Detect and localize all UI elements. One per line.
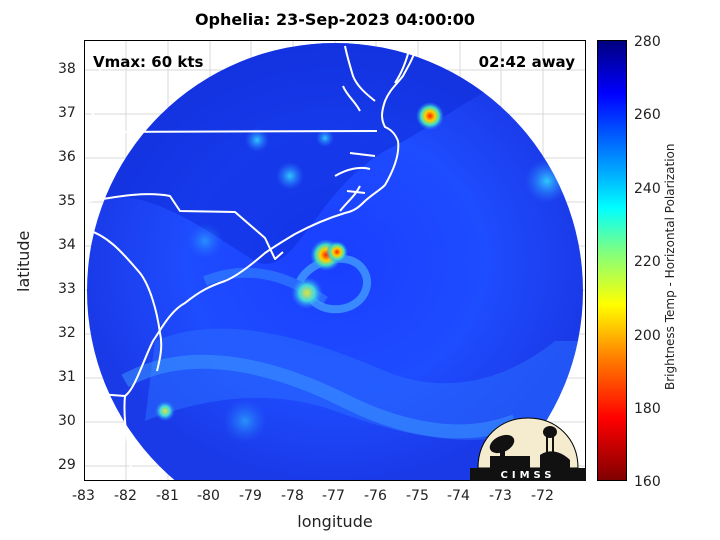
colorbar-tick-180: 180	[634, 401, 661, 417]
ytick-30: 30	[58, 413, 76, 429]
xtick--74: -74	[447, 488, 470, 504]
microwave-swath	[87, 43, 583, 480]
colorbar-tick-160: 160	[634, 474, 661, 490]
xtick--73: -73	[489, 488, 512, 504]
time-away-label: 02:42 away	[478, 53, 575, 71]
plot-title: Ophelia: 23-Sep-2023 04:00:00	[194, 10, 476, 29]
y-axis-label: latitude	[14, 230, 33, 292]
xtick--76: -76	[364, 488, 387, 504]
x-axis-label: longitude	[297, 512, 373, 531]
cimss-logo: CIMSS	[470, 410, 586, 481]
ytick-37: 37	[58, 105, 76, 121]
ytick-31: 31	[58, 369, 76, 385]
xtick--79: -79	[239, 488, 262, 504]
svg-text:CIMSS: CIMSS	[501, 470, 556, 481]
colorbar-tick-260: 260	[634, 107, 661, 123]
ytick-33: 33	[58, 281, 76, 297]
ytick-32: 32	[58, 325, 76, 341]
colorbar-tick-240: 240	[634, 181, 661, 197]
xtick--81: -81	[156, 488, 179, 504]
ytick-35: 35	[58, 193, 76, 209]
map-svg	[85, 41, 585, 480]
ytick-36: 36	[58, 149, 76, 165]
ytick-34: 34	[58, 237, 76, 253]
xtick--78: -78	[281, 488, 304, 504]
convection-hotspot-north	[416, 102, 444, 130]
xtick--75: -75	[406, 488, 429, 504]
xtick--72: -72	[531, 488, 554, 504]
xtick--80: -80	[197, 488, 220, 504]
vmax-label: Vmax: 60 kts	[93, 53, 204, 71]
colorbar-tick-220: 220	[634, 254, 661, 270]
colorbar-tick-280: 280	[634, 34, 661, 50]
colorbar-title: Brightness Temp - Horizontal Polarizatio…	[663, 143, 677, 390]
xtick--77: -77	[322, 488, 345, 504]
colorbar-tick-200: 200	[634, 328, 661, 344]
ytick-38: 38	[58, 61, 76, 77]
xtick--83: -83	[72, 488, 95, 504]
xtick--82: -82	[114, 488, 137, 504]
coastlines-borders	[85, 45, 416, 480]
colorbar	[597, 40, 627, 481]
ytick-29: 29	[58, 457, 76, 473]
map-plot-area: Vmax: 60 kts 02:42 away	[84, 40, 586, 481]
